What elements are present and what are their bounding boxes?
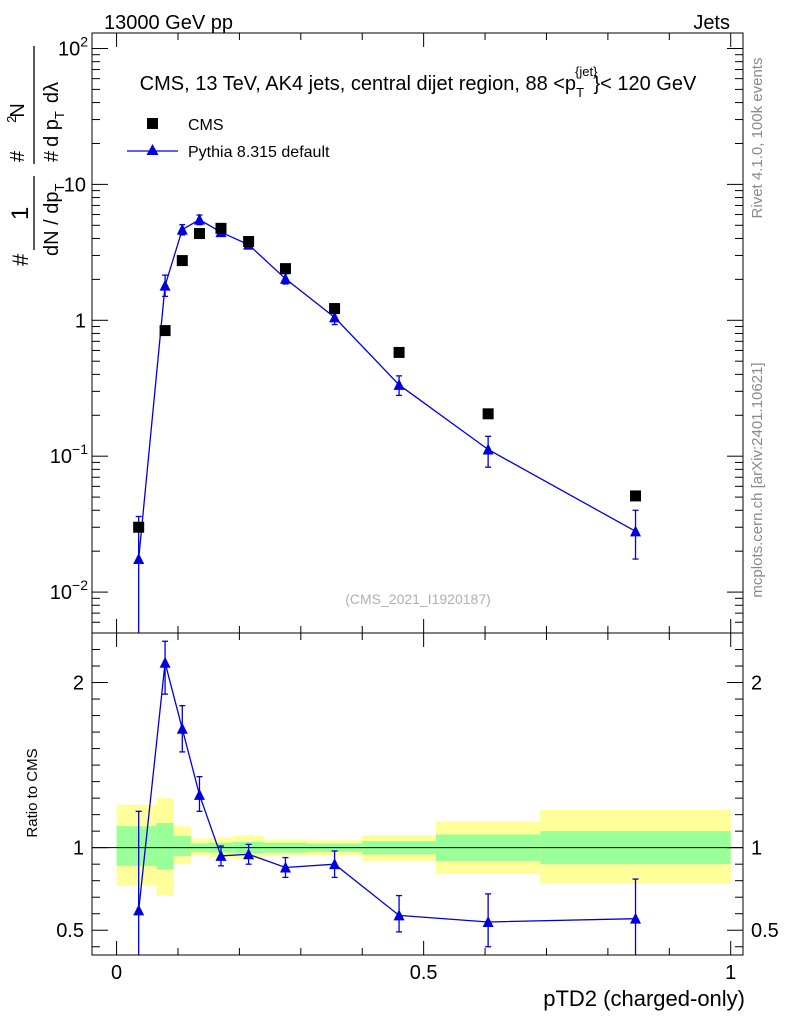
y-label-numerator: #2N <box>4 103 29 162</box>
ratio-point <box>243 848 255 860</box>
main-title: CMS, 13 TeV, AK4 jets, central dijet reg… <box>140 64 697 100</box>
main-y-axis-label: # 1 dN / dpT #2N #d pTdλ <box>4 46 67 266</box>
legend-cms-marker <box>147 118 158 129</box>
ratio-point <box>630 912 642 924</box>
title-main: CMS, 13 TeV, AK4 jets, central dijet reg… <box>140 73 576 95</box>
ratio-y-tick-label-right: 1 <box>751 838 762 860</box>
ratio-point <box>279 861 291 873</box>
title-sup: {jet} <box>575 64 598 79</box>
title-sub: T <box>576 85 584 100</box>
rivet-label: Rivet 4.1.0, 100k events <box>749 58 766 219</box>
pythia-point <box>630 525 642 537</box>
ratio-point <box>133 904 145 916</box>
ratio-y-tick-label-left: 2 <box>73 673 84 695</box>
cms-point <box>133 521 145 533</box>
x-axis-label: pTD2 (charged-only) <box>543 986 745 1011</box>
ratio-y-tick-label-right: 2 <box>751 673 762 695</box>
ratio-band-inner <box>173 836 191 856</box>
ratio-axes: 0.5 0.5 1 1 2 2 0 0.5 1 <box>56 633 779 984</box>
main-plot-content <box>133 213 642 633</box>
pythia-point <box>393 378 405 390</box>
ratio-plot-content <box>133 640 642 955</box>
pythia-point <box>482 443 494 455</box>
ratio-y-tick-label-right: 0.5 <box>751 920 779 942</box>
ratio-point <box>393 909 405 921</box>
ratio-point <box>482 915 494 927</box>
ratio-panel: 0.5 0.5 1 1 2 2 0 0.5 1 <box>56 632 779 984</box>
ratio-point <box>176 722 188 734</box>
ratio-uncertainty-bands <box>92 798 743 896</box>
main-y-tick-label: 102 <box>58 33 88 60</box>
cms-point <box>630 490 642 502</box>
x-tick-label: 0.5 <box>410 962 438 984</box>
mcplots-label: mcplots.cern.ch [arXiv:2401.10621] <box>749 362 766 597</box>
pythia-point <box>133 553 145 565</box>
pythia-point <box>329 311 341 323</box>
ratio-frame <box>91 632 744 956</box>
y-label-second-denominator: #d pTdλ <box>41 82 67 162</box>
pythia-point <box>159 279 171 291</box>
cms-point <box>159 325 171 337</box>
analysis-watermark: (CMS_2021_I1920187) <box>345 591 491 607</box>
ratio-point <box>215 849 227 861</box>
main-axes: 10−2 10−1 1 10 102 <box>50 33 743 634</box>
y-label-hash-1: # <box>8 253 33 266</box>
main-y-tick-label: 10−2 <box>50 577 88 604</box>
x-tick-label: 0 <box>111 962 122 984</box>
y-label-one: 1 <box>7 207 34 220</box>
ratio-y-tick-label-left: 0.5 <box>56 920 84 942</box>
ratio-y-tick-label-left: 1 <box>73 838 84 860</box>
x-tick-label: 1 <box>725 962 736 984</box>
pythia-point <box>176 223 188 235</box>
cms-point <box>215 222 227 234</box>
cms-point <box>482 408 494 420</box>
legend-pythia-marker <box>146 144 159 155</box>
main-y-tick-label: 10−1 <box>50 441 88 468</box>
main-panel: 10−2 10−1 1 10 102 CMS, 13 TeV, AK4 jets, ce… <box>50 32 744 634</box>
ratio-point <box>159 656 171 668</box>
title-tail: }< 120 GeV <box>593 73 697 95</box>
cms-point <box>329 303 341 315</box>
cms-point <box>243 235 255 247</box>
cms-point <box>176 255 188 267</box>
main-y-tick-label: 10 <box>64 174 86 196</box>
ratio-y-axis-label: Ratio to CMS <box>24 748 41 837</box>
legend-pythia-label: Pythia 8.315 default <box>188 144 330 161</box>
energy-label: 13000 GeV pp <box>104 12 233 34</box>
cms-point <box>193 228 205 240</box>
pythia-point <box>193 213 205 225</box>
cms-point <box>393 346 405 358</box>
cms-point <box>279 263 291 275</box>
ratio-band-inner <box>156 822 174 870</box>
main-y-tick-label: 1 <box>75 310 86 332</box>
process-label: Jets <box>693 12 730 34</box>
ratio-band-inner <box>116 826 157 866</box>
y-label-denominator: dN / dpT <box>41 184 67 256</box>
ratio-point <box>329 858 341 870</box>
ratio-point <box>193 788 205 800</box>
legend: CMS Pythia 8.315 default <box>127 117 330 161</box>
pythia-point <box>279 272 291 284</box>
legend-cms-label: CMS <box>188 117 224 134</box>
